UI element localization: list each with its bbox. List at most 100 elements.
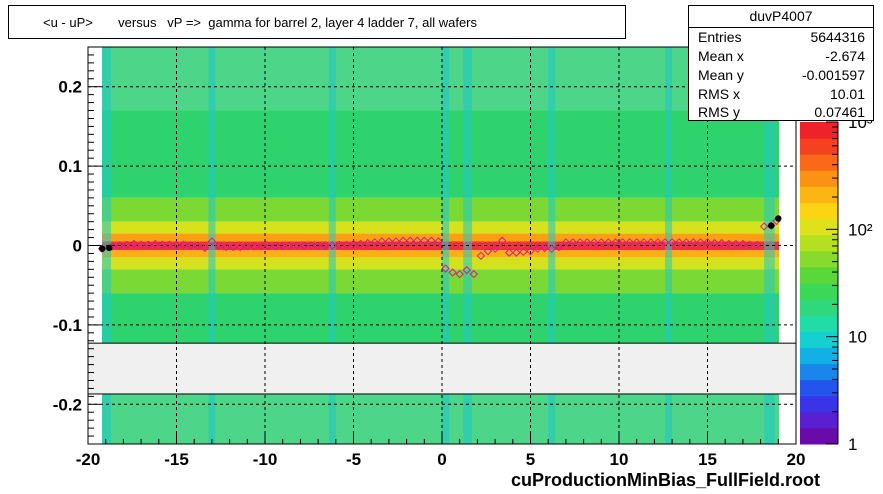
- stats-divider: [689, 27, 873, 28]
- stats-row-rms-x: RMS x 10.01: [698, 86, 865, 104]
- x-tick-label: -15: [164, 450, 189, 469]
- stats-label: Mean y: [698, 67, 744, 83]
- heat-band: [102, 241, 779, 251]
- profile-marker: [703, 238, 712, 247]
- profile-marker: [724, 239, 733, 249]
- palette-cell: [800, 138, 838, 155]
- profile-marker: [257, 242, 266, 251]
- profile-marker: [143, 240, 153, 249]
- heat-band: [102, 257, 779, 270]
- profile-marker: [547, 244, 556, 253]
- profile-marker: [674, 238, 684, 247]
- x-tick-label: 20: [787, 450, 806, 469]
- palette-cell: [800, 299, 838, 316]
- stats-name: duvP4007: [749, 8, 813, 24]
- profile-marker: [625, 238, 634, 247]
- y-tick-label: 0.2: [58, 78, 82, 97]
- low-occupancy-strip: [764, 47, 775, 444]
- profile-marker: [207, 237, 217, 246]
- filled-marker: [775, 215, 782, 222]
- stats-value: -2.674: [825, 48, 865, 64]
- profile-marker: [179, 240, 188, 249]
- profile-marker: [356, 239, 365, 249]
- profile-marker: [172, 240, 181, 249]
- profile-marker: [561, 238, 571, 247]
- profile-marker: [667, 238, 677, 247]
- stats-value: 0.07461: [814, 104, 865, 120]
- profile-marker: [682, 238, 691, 247]
- color-palette: [800, 122, 838, 445]
- profile-marker: [158, 240, 167, 249]
- profile-marker: [660, 238, 670, 247]
- profile-marker: [165, 240, 174, 249]
- heat-band: [102, 250, 779, 258]
- profile-marker: [384, 237, 394, 246]
- profile-marker: [632, 238, 641, 247]
- y-axis: -0.2 -0.1 0 0.1 0.2: [53, 46, 100, 445]
- profile-marker: [129, 239, 139, 249]
- profile-marker: [122, 240, 132, 249]
- profile-marker: [405, 236, 415, 245]
- profile-marker: [611, 238, 620, 247]
- z-tick-label: 10²: [848, 220, 873, 239]
- profile-marker: [582, 238, 592, 247]
- profile-marker: [597, 238, 606, 247]
- palette-cell: [800, 331, 838, 348]
- profile-marker: [278, 241, 287, 250]
- heat-band: [102, 197, 779, 222]
- chart-title: <u - uP> versus vP => gamma for barrel 2…: [43, 15, 478, 30]
- profile-marker: [292, 241, 302, 250]
- z-tick-label: 1: [848, 435, 857, 454]
- profile-marker: [243, 242, 252, 251]
- profile-marker: [469, 269, 479, 279]
- z-tick-label: 10: [848, 328, 867, 347]
- palette-cell: [800, 234, 838, 252]
- stats-row-mean-x: Mean x -2.674: [698, 48, 865, 66]
- x-axis-title: cuProductionMinBias_FullField.root: [510, 470, 820, 490]
- gap-band: [87, 342, 797, 395]
- profile-marker: [363, 238, 372, 248]
- y-tick-label: -0.2: [53, 395, 82, 414]
- profile-marker: [427, 236, 436, 245]
- x-tick-label: 15: [698, 450, 717, 469]
- heat-band: [102, 269, 779, 294]
- low-occupancy-strip: [665, 47, 673, 444]
- profile-marker: [448, 268, 457, 277]
- profile-marker: [136, 240, 146, 249]
- profile-marker: [264, 242, 273, 251]
- profile-marker: [759, 222, 769, 231]
- x-tick-label: -20: [76, 450, 101, 469]
- profile-marker: [639, 238, 648, 247]
- profile-marker: [731, 239, 741, 249]
- profile-marker: [434, 237, 443, 246]
- palette-cell: [800, 266, 838, 284]
- palette-cell: [800, 395, 838, 413]
- profile-marker: [497, 236, 507, 245]
- profile-marker: [717, 238, 726, 248]
- profile-marker: [540, 243, 549, 253]
- x-tick-label: 10: [610, 450, 629, 469]
- palette-cell: [800, 379, 838, 397]
- palette-cell: [800, 411, 838, 429]
- profile-marker: [505, 248, 514, 257]
- profile-marker: [200, 243, 210, 253]
- profile-marker: [618, 238, 627, 247]
- palette-cell: [800, 427, 838, 445]
- profile-marker: [710, 238, 719, 248]
- profile-marker: [186, 241, 195, 250]
- heat-band: [102, 110, 779, 198]
- profile-marker: [193, 241, 202, 250]
- profile-marker: [413, 236, 422, 245]
- profile-marker: [377, 237, 387, 246]
- profile-marker: [519, 247, 528, 257]
- filled-marker: [98, 245, 106, 252]
- profile-marker: [335, 240, 344, 249]
- stats-label: Mean x: [698, 48, 744, 64]
- profile-marker: [745, 240, 755, 249]
- y-tick-label: -0.1: [53, 316, 82, 335]
- profile-marker: [313, 241, 323, 250]
- low-occupancy-strip: [328, 47, 336, 444]
- profile-marker: [575, 238, 585, 247]
